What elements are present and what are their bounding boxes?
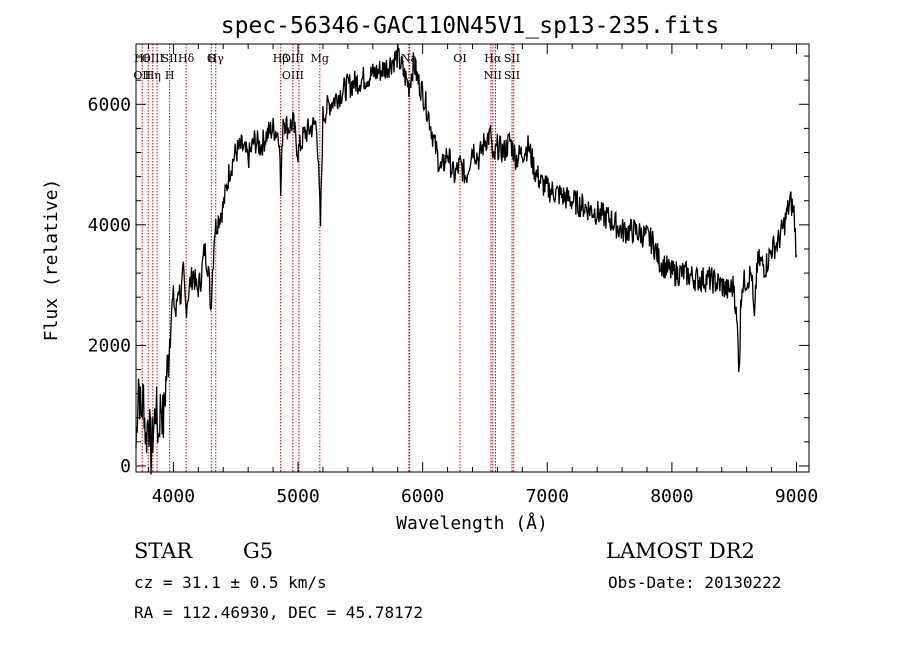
tick-label: 8000 xyxy=(650,486,693,507)
ra-dec-coordinates: RA = 112.46930, DEC = 45.78172 xyxy=(134,603,423,622)
tick-label: 4000 xyxy=(152,486,195,507)
line-label: OI xyxy=(453,52,466,65)
line-label: OIII xyxy=(142,52,164,65)
line-label: Hα xyxy=(484,52,502,65)
axis-ticks: 4000 5000 6000 7000 8000 9000 0 2000 4000 6000 xyxy=(88,44,818,507)
line-label: NII xyxy=(484,69,502,82)
spectrum-line xyxy=(135,43,798,475)
tick-label: 6000 xyxy=(401,486,444,507)
line-label: OIII xyxy=(282,69,304,82)
line-label: Hδ xyxy=(178,52,195,65)
x-axis-label: Wavelength (Å) xyxy=(396,512,548,534)
object-class: STAR xyxy=(134,539,193,563)
line-label: Hθ xyxy=(134,52,151,65)
redshift-cz: cz = 31.1 ± 0.5 km/s xyxy=(134,573,327,592)
spectral-line-markers xyxy=(141,44,515,472)
line-label: Mg xyxy=(311,52,329,65)
line-label: SII xyxy=(504,52,520,65)
chart-title: spec-56346-GAC110N45V1_sp13-235.fits xyxy=(221,13,720,39)
observation-date: Obs-Date: 20130222 xyxy=(608,573,782,592)
survey-name: LAMOST DR2 xyxy=(606,539,755,563)
line-label: Hβ xyxy=(273,52,289,65)
line-label: SII xyxy=(162,52,178,65)
line-label: OII xyxy=(133,69,151,82)
tick-label: 2000 xyxy=(88,335,131,356)
line-label: SII xyxy=(504,69,520,82)
line-label: OIII xyxy=(282,52,304,65)
y-axis-label: Flux (relative) xyxy=(41,179,62,342)
tick-label: 7000 xyxy=(526,486,569,507)
line-label: G xyxy=(207,52,216,65)
tick-label: 0 xyxy=(120,456,131,477)
tick-label: 9000 xyxy=(775,486,818,507)
tick-label: 6000 xyxy=(88,94,131,115)
object-subclass: G5 xyxy=(243,539,274,563)
line-label: Hγ xyxy=(208,52,225,65)
line-label: Hη xyxy=(145,69,161,82)
tick-label: 4000 xyxy=(88,215,131,236)
plot-frame xyxy=(135,43,810,473)
line-label: H xyxy=(165,69,175,82)
tick-label: 5000 xyxy=(276,486,319,507)
